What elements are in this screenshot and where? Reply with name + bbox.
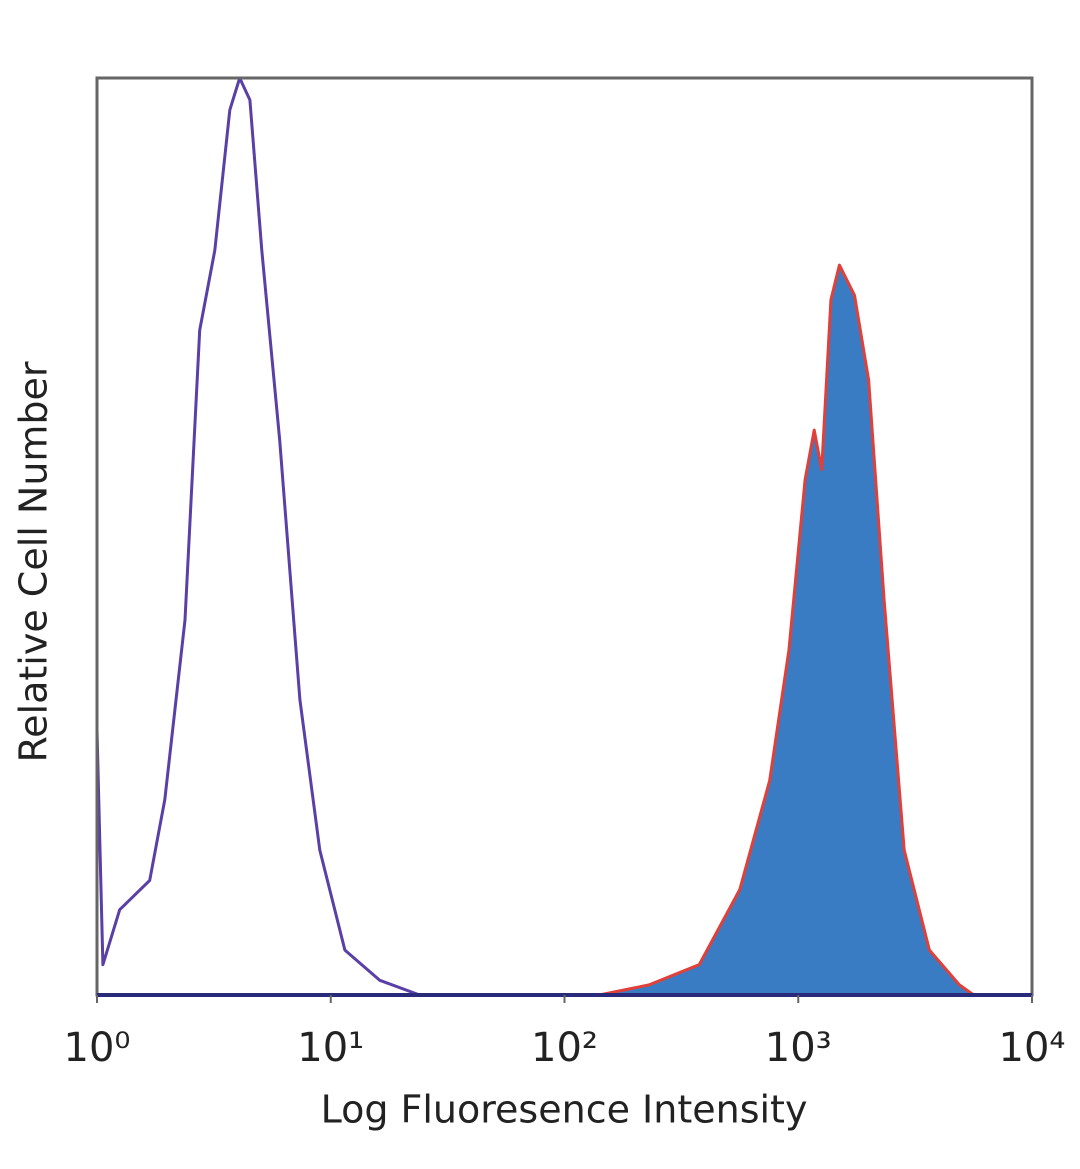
histogram-area xyxy=(95,263,1034,997)
x-tick-label: 10⁰ xyxy=(64,1025,131,1071)
x-tick-label: 10² xyxy=(531,1025,598,1071)
x-axis-label: Log Fluoresence Intensity xyxy=(321,1088,808,1132)
x-tick-label: 10³ xyxy=(765,1025,832,1071)
x-tick-label: 10⁴ xyxy=(999,1025,1066,1071)
y-axis-label: Relative Cell Number xyxy=(12,361,56,762)
x-tick-label: 10¹ xyxy=(297,1025,364,1071)
